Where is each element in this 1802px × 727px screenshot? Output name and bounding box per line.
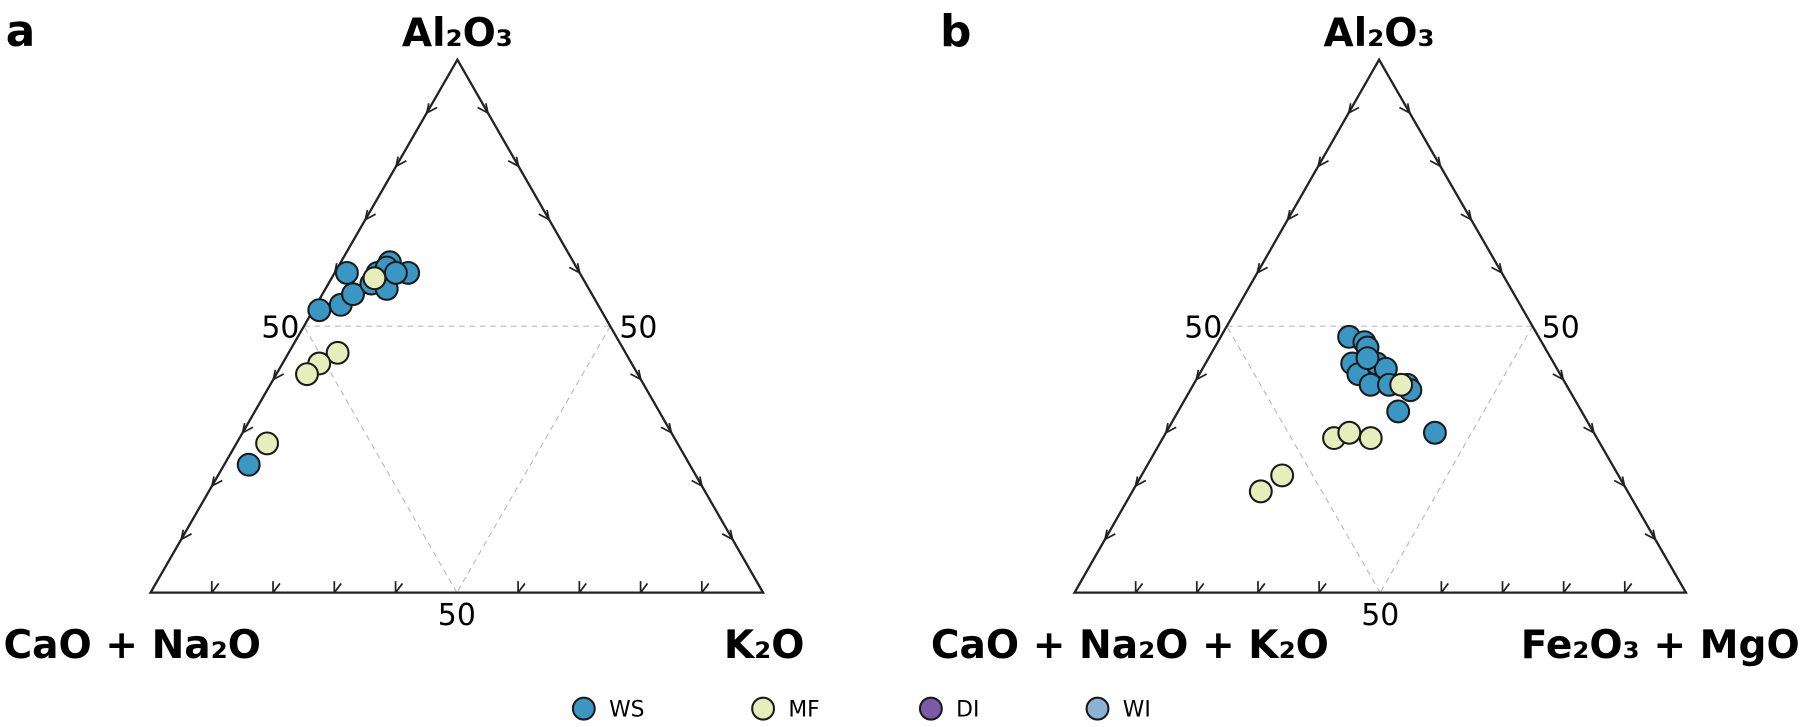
tick-mark [394, 582, 404, 594]
grid-line [1379, 325, 1534, 593]
legend-marker [571, 696, 596, 721]
triangle-frame [148, 57, 766, 594]
data-point [362, 266, 387, 291]
tick-mark [1196, 582, 1205, 594]
data-point [236, 452, 261, 477]
data-point [1389, 372, 1414, 397]
panel-label: a [6, 6, 35, 57]
tick-label: 50 [1361, 598, 1399, 633]
data-point [307, 298, 332, 323]
tick-mark [1257, 582, 1266, 594]
data-point [1386, 399, 1411, 424]
legend-marker [1085, 696, 1110, 721]
tick-label: 50 [438, 598, 476, 633]
data-point [1337, 420, 1362, 445]
legend-label: WS [609, 698, 644, 723]
legend-label: DI [956, 698, 979, 723]
legend-marker [918, 696, 943, 721]
tick-mark [333, 582, 342, 594]
triangle-frame [1072, 57, 1688, 594]
tick-mark [1318, 582, 1327, 594]
tick-mark [1562, 582, 1572, 594]
top-axis-title: Al₂O₃ [402, 11, 513, 56]
data-point [1270, 463, 1295, 488]
data-point [334, 260, 359, 285]
top-axis-title: Al₂O₃ [1324, 11, 1435, 56]
tick-label: 50 [1542, 311, 1580, 346]
left-axis-title: CaO + Na₂O [3, 623, 261, 668]
right-axis-title: K₂O [724, 623, 805, 668]
data-point [325, 340, 350, 365]
tick-label: 50 [1184, 311, 1222, 346]
tick-label: 50 [261, 311, 299, 346]
tick-mark [1440, 582, 1449, 594]
data-point [1422, 420, 1447, 445]
data-point [341, 282, 365, 307]
tick-mark [1624, 582, 1633, 594]
data-point [295, 362, 319, 387]
legend-label: WI [1123, 698, 1151, 723]
tick-mark [701, 582, 710, 594]
tick-mark [272, 582, 281, 594]
tick-label: 50 [619, 311, 657, 346]
panel-label: b [940, 6, 971, 57]
legend-marker [751, 696, 776, 721]
legend-label: MF [788, 698, 819, 723]
tick-mark [639, 582, 649, 594]
grid-line [456, 325, 611, 593]
tick-mark [1501, 582, 1511, 594]
data-point [1358, 426, 1383, 451]
tick-mark [1134, 582, 1144, 594]
tick-mark [517, 582, 526, 594]
data-point [383, 260, 408, 285]
tick-mark [578, 582, 587, 594]
data-point [255, 431, 280, 456]
right-axis-title: Fe₂O₃ + MgO [1521, 623, 1800, 668]
left-axis-title: CaO + Na₂O + K₂O [931, 623, 1329, 668]
tick-mark [211, 582, 220, 594]
data-point [1248, 479, 1273, 504]
data-point [1355, 346, 1380, 371]
